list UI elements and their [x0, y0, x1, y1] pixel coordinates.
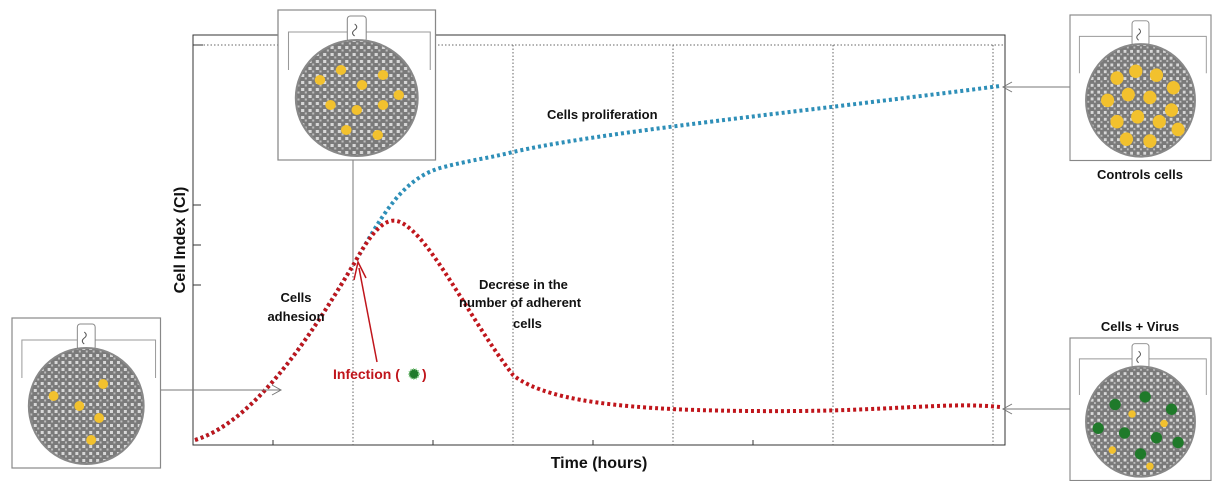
virus-label: Cells + Virus [1101, 319, 1179, 334]
well-controls [1069, 14, 1212, 162]
infection-label: ) [422, 366, 427, 382]
adhesion-label: adhesion [267, 309, 324, 324]
x-axis-label: Time (hours) [551, 455, 648, 472]
well-infection [276, 8, 437, 162]
proliferation-label: Cells proliferation [547, 107, 658, 122]
y-axis-label: Cell Index (CI) [172, 187, 189, 294]
well-start [11, 317, 162, 469]
connectors [160, 81, 1070, 415]
well-virus [1069, 337, 1212, 481]
adhesion-label: Cells [280, 290, 311, 305]
decrease-label: Decrese in the [479, 277, 568, 292]
virus-curve [194, 218, 1001, 442]
decrease-label: cells [513, 316, 542, 331]
infection-arrow [353, 259, 378, 363]
infection-label: Infection ( [333, 366, 400, 382]
decrease-label: number of adherent [459, 295, 582, 310]
controls-label: Controls cells [1097, 167, 1183, 182]
virus-icon [408, 368, 420, 380]
